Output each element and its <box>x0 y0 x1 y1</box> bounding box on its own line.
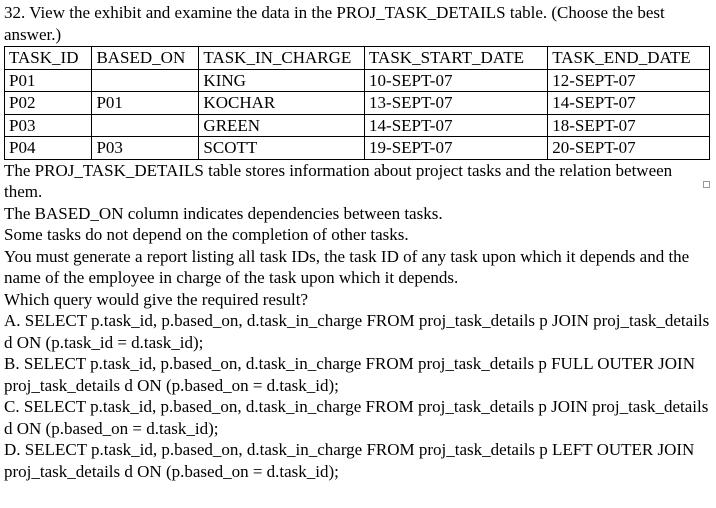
header-task-start-date: TASK_START_DATE <box>364 46 549 70</box>
header-based-on: BASED_ON <box>91 46 200 70</box>
cell-task-id: P02 <box>3 91 93 115</box>
resize-handle[interactable] <box>703 181 710 188</box>
prompt-paragraph: Which query would give the required resu… <box>4 289 309 309</box>
cell-start-date: 13-SEPT-07 <box>364 91 549 115</box>
cell-end-date: 14-SEPT-07 <box>547 91 710 115</box>
answer-option-c: C. SELECT p.task_id, p.based_on, d.task_… <box>4 397 709 438</box>
cell-based-on <box>91 68 200 92</box>
cell-based-on <box>91 113 200 137</box>
cell-task-id: P04 <box>3 136 93 160</box>
cell-task-in-charge: GREEN <box>198 113 366 137</box>
cell-task-in-charge: KOCHAR <box>198 91 366 115</box>
table-header-row: TASK_ID BASED_ON TASK_IN_CHARGE TASK_STA… <box>3 46 710 70</box>
header-task-end-date: TASK_END_DATE <box>547 46 710 70</box>
cell-start-date: 10-SEPT-07 <box>364 68 549 92</box>
cell-based-on: P01 <box>91 91 200 115</box>
description-paragraph: The BASED_ON column indicates dependenci… <box>4 203 443 223</box>
answer-option-d: D. SELECT p.task_id, p.based_on, d.task_… <box>4 440 695 481</box>
question-text: 32. View the exhibit and examine the dat… <box>4 3 665 44</box>
description-paragraph: The PROJ_TASK_DETAILS table stores infor… <box>4 160 673 202</box>
description-paragraph: You must generate a report listing all t… <box>4 246 690 288</box>
table-row: P01 KING 10-SEPT-07 12-SEPT-07 <box>3 68 710 92</box>
answer-option-a: A. SELECT p.task_id, p.based_on, d.task_… <box>4 311 710 352</box>
cell-start-date: 14-SEPT-07 <box>364 113 549 137</box>
header-task-id: TASK_ID <box>3 46 93 70</box>
answer-option-b: B. SELECT p.task_id, p.based_on, d.task_… <box>4 354 695 395</box>
table-row: P02 P01 KOCHAR 13-SEPT-07 14-SEPT-07 <box>3 91 710 115</box>
description-paragraph: Some tasks do not depend on the completi… <box>4 225 409 244</box>
cell-based-on: P03 <box>91 136 200 160</box>
table-row: P03 GREEN 14-SEPT-07 18-SEPT-07 <box>3 113 710 137</box>
table-row: P04 P03 SCOTT 19-SEPT-07 20-SEPT-07 <box>3 136 710 160</box>
cell-end-date: 12-SEPT-07 <box>547 68 710 92</box>
proj-task-details-table: TASK_ID BASED_ON TASK_IN_CHARGE TASK_STA… <box>3 46 710 160</box>
document-body: 32. View the exhibit and examine the dat… <box>3 0 710 482</box>
cell-end-date: 20-SEPT-07 <box>547 136 710 160</box>
cell-end-date: 18-SEPT-07 <box>547 113 710 137</box>
cell-task-in-charge: SCOTT <box>198 136 366 160</box>
header-task-in-charge: TASK_IN_CHARGE <box>198 46 366 70</box>
cell-start-date: 19-SEPT-07 <box>364 136 549 160</box>
cell-task-id: P03 <box>3 113 93 137</box>
cell-task-in-charge: KING <box>198 68 366 92</box>
cell-task-id: P01 <box>3 68 93 92</box>
